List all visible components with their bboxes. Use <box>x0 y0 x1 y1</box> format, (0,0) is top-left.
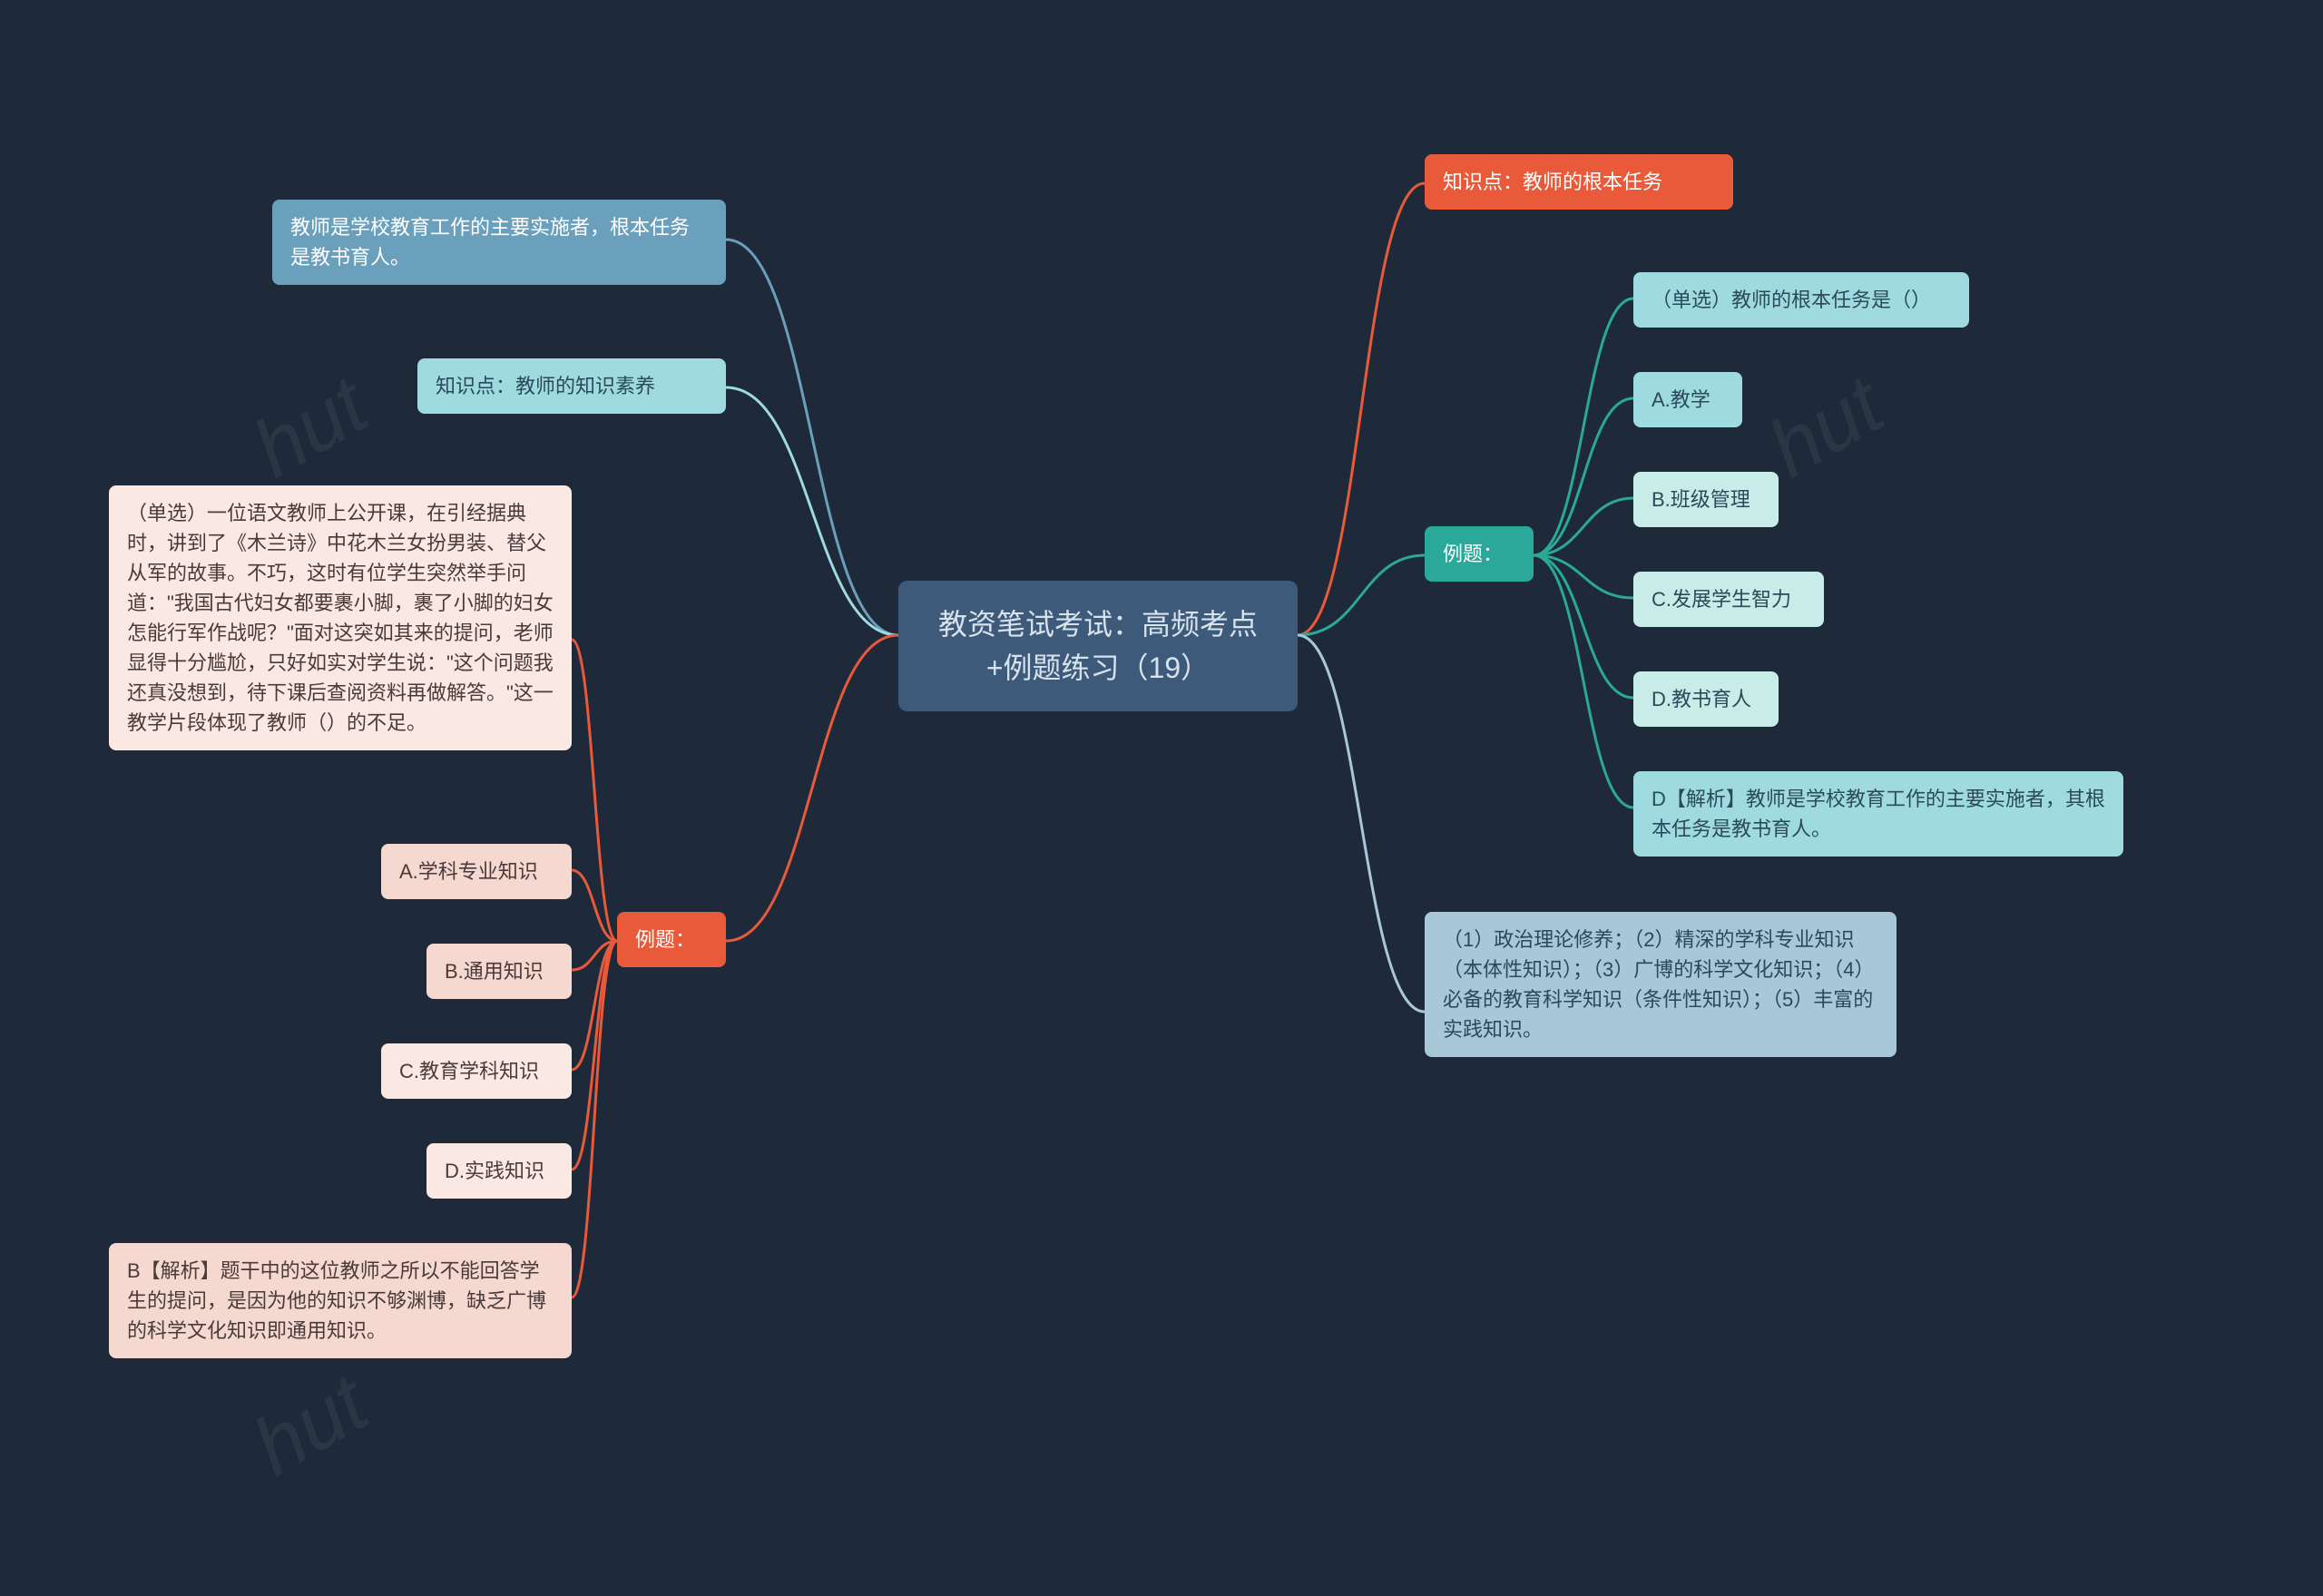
node-answer-d[interactable]: D【解析】教师是学校教育工作的主要实施者，其根本任务是教书育人。 <box>1633 771 2123 857</box>
node-option-c[interactable]: C.发展学生智力 <box>1633 572 1824 627</box>
node-answer-b[interactable]: B【解析】题干中的这位教师之所以不能回答学生的提问，是因为他的知识不够渊博，缺乏… <box>109 1243 572 1358</box>
node-knowledge-list[interactable]: （1）政治理论修养；（2）精深的学科专业知识（本体性知识）；（3）广博的科学文化… <box>1425 912 1897 1057</box>
node-teacher-definition[interactable]: 教师是学校教育工作的主要实施者，根本任务是教书育人。 <box>272 200 726 285</box>
node-option-b[interactable]: B.班级管理 <box>1633 472 1779 527</box>
watermark: hut <box>239 359 384 497</box>
node-option-b-left[interactable]: B.通用知识 <box>426 944 572 999</box>
center-node[interactable]: 教资笔试考试：高频考点+例题练习（19） <box>898 581 1298 711</box>
node-example-right[interactable]: 例题： <box>1425 526 1534 582</box>
node-option-c-left[interactable]: C.教育学科知识 <box>381 1043 572 1099</box>
node-option-d[interactable]: D.教书育人 <box>1633 671 1779 727</box>
node-option-a[interactable]: A.教学 <box>1633 372 1742 427</box>
node-example-left[interactable]: 例题： <box>617 912 726 967</box>
node-question-long[interactable]: （单选）一位语文教师上公开课，在引经据典时，讲到了《木兰诗》中花木兰女扮男装、替… <box>109 485 572 750</box>
node-knowledge-point-task[interactable]: 知识点：教师的根本任务 <box>1425 154 1733 210</box>
node-knowledge-point-literacy[interactable]: 知识点：教师的知识素养 <box>417 358 726 414</box>
node-option-a-left[interactable]: A.学科专业知识 <box>381 844 572 899</box>
watermark: hut <box>239 1357 384 1495</box>
node-option-d-left[interactable]: D.实践知识 <box>426 1143 572 1199</box>
node-question-single[interactable]: （单选）教师的根本任务是（） <box>1633 272 1969 328</box>
